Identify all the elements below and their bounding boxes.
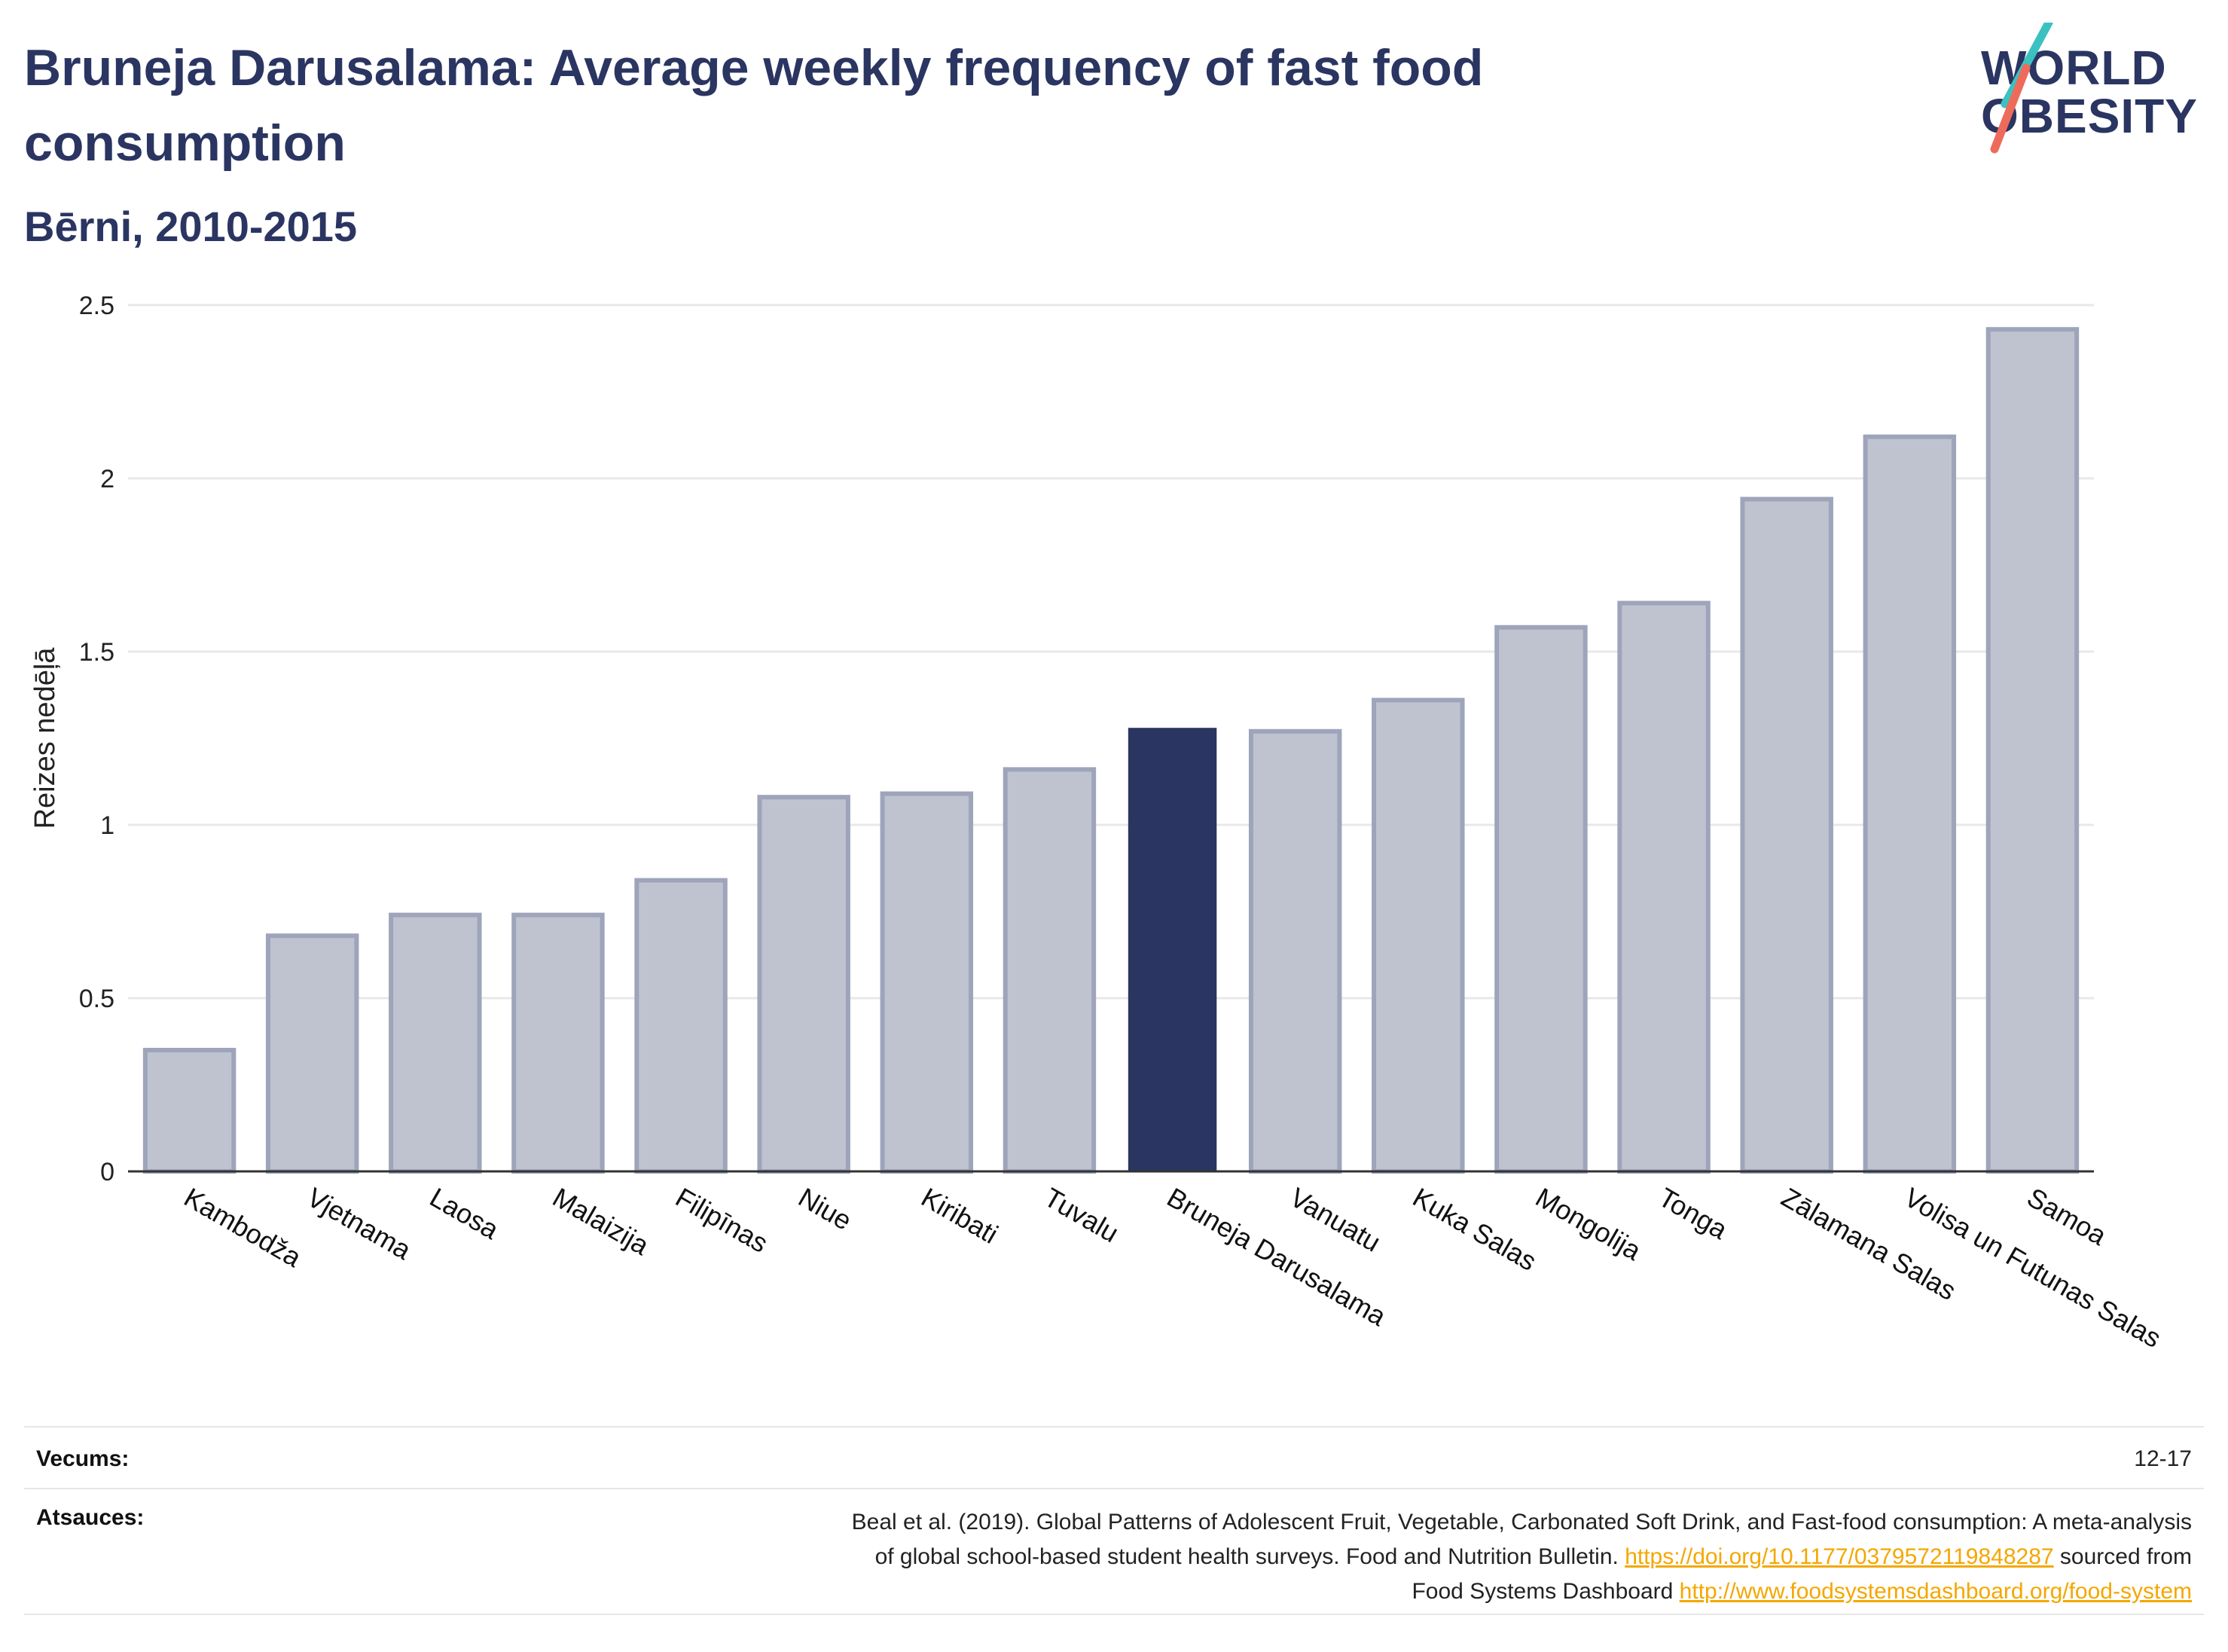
source-line-3: Food Systems Dashboard http://www.foodsy… xyxy=(535,1574,2192,1609)
bar xyxy=(1248,728,1342,1174)
y-tick-label: 0 xyxy=(100,1158,114,1186)
x-tick-label: Vjetnama xyxy=(302,1181,417,1266)
age-label: Vecums: xyxy=(36,1446,130,1471)
x-tick-label: Bruneja Darusalama xyxy=(1162,1181,1393,1332)
bar xyxy=(265,933,359,1174)
bar xyxy=(634,878,728,1174)
bar xyxy=(1494,624,1588,1174)
source-line-2-suffix: sourced from xyxy=(2059,1544,2192,1569)
x-tick-label: Laosa xyxy=(425,1181,505,1245)
x-tick-label: Tuvalu xyxy=(1039,1181,1124,1248)
footer-divider-top xyxy=(24,1426,2204,1428)
footer-divider-bottom xyxy=(24,1614,2204,1615)
food-systems-link[interactable]: http://www.foodsystemsdashboard.org/food… xyxy=(1679,1579,2192,1604)
y-tick-label: 0.5 xyxy=(79,985,114,1013)
bar xyxy=(1740,496,1833,1174)
chart-title: Bruneja Darusalama: Average weekly frequ… xyxy=(24,39,1484,172)
sources-text: Beal et al. (2019). Global Patterns of A… xyxy=(535,1505,2192,1609)
footer-sources-row: Atsauces: Beal et al. (2019). Global Pat… xyxy=(24,1505,2204,1611)
x-tick-label: Filipīnas xyxy=(670,1181,774,1259)
sources-label: Atsauces: xyxy=(36,1505,145,1530)
bar xyxy=(1372,698,1465,1174)
age-value: 12-17 xyxy=(2134,1446,2192,1471)
x-tick-label: Malaizija xyxy=(548,1181,655,1261)
chart-subtitle: Bērni, 2010-2015 xyxy=(24,203,358,250)
x-tick-label: Mongolija xyxy=(1531,1181,1647,1266)
x-tick-label: Vanuatu xyxy=(1285,1181,1386,1257)
doi-link[interactable]: https://doi.org/10.1177/0379572119848287 xyxy=(1625,1544,2054,1569)
x-tick-label: Kambodža xyxy=(179,1181,307,1273)
footer-divider-middle xyxy=(24,1488,2204,1489)
footer-age-row: Vecums: 12-17 xyxy=(24,1446,2204,1481)
y-tick-label: 2 xyxy=(100,465,114,493)
bar xyxy=(757,795,850,1174)
x-tick-label: Kiribati xyxy=(916,1181,1003,1250)
bar xyxy=(1003,767,1097,1174)
source-line-2: of global school-based student health su… xyxy=(535,1540,2192,1574)
world-obesity-logo: WORLD OBESITY xyxy=(1966,23,2214,158)
x-tick-label: Niue xyxy=(793,1181,857,1236)
bar xyxy=(511,912,605,1174)
bar xyxy=(1617,600,1711,1174)
y-tick-label: 1.5 xyxy=(79,638,114,667)
source-line-3-text: Food Systems Dashboard xyxy=(1412,1579,1674,1604)
bar xyxy=(142,1048,237,1174)
bar xyxy=(1863,434,1957,1174)
bar xyxy=(389,912,482,1174)
source-line-1: Beal et al. (2019). Global Patterns of A… xyxy=(851,1510,2192,1534)
bar xyxy=(1128,728,1217,1171)
logo-slash-icon xyxy=(1990,23,2053,154)
y-tick-label: 2.5 xyxy=(79,292,114,320)
source-line-2-text: of global school-based student health su… xyxy=(874,1544,1619,1569)
bar xyxy=(880,791,974,1174)
bar-chart: 0 0.5 1 1.5 2 2.5 Reizes nedēļā KambodžaVjetnam… xyxy=(29,292,2166,1354)
bar xyxy=(1985,327,2080,1174)
x-tick-label: Kuka Salas xyxy=(1408,1181,1542,1277)
y-tick-label: 1 xyxy=(100,811,114,840)
x-tick-label: Samoa xyxy=(2022,1181,2112,1251)
x-tick-label: Tonga xyxy=(1653,1181,1733,1245)
y-axis-title: Reizes nedēļā xyxy=(29,647,61,829)
